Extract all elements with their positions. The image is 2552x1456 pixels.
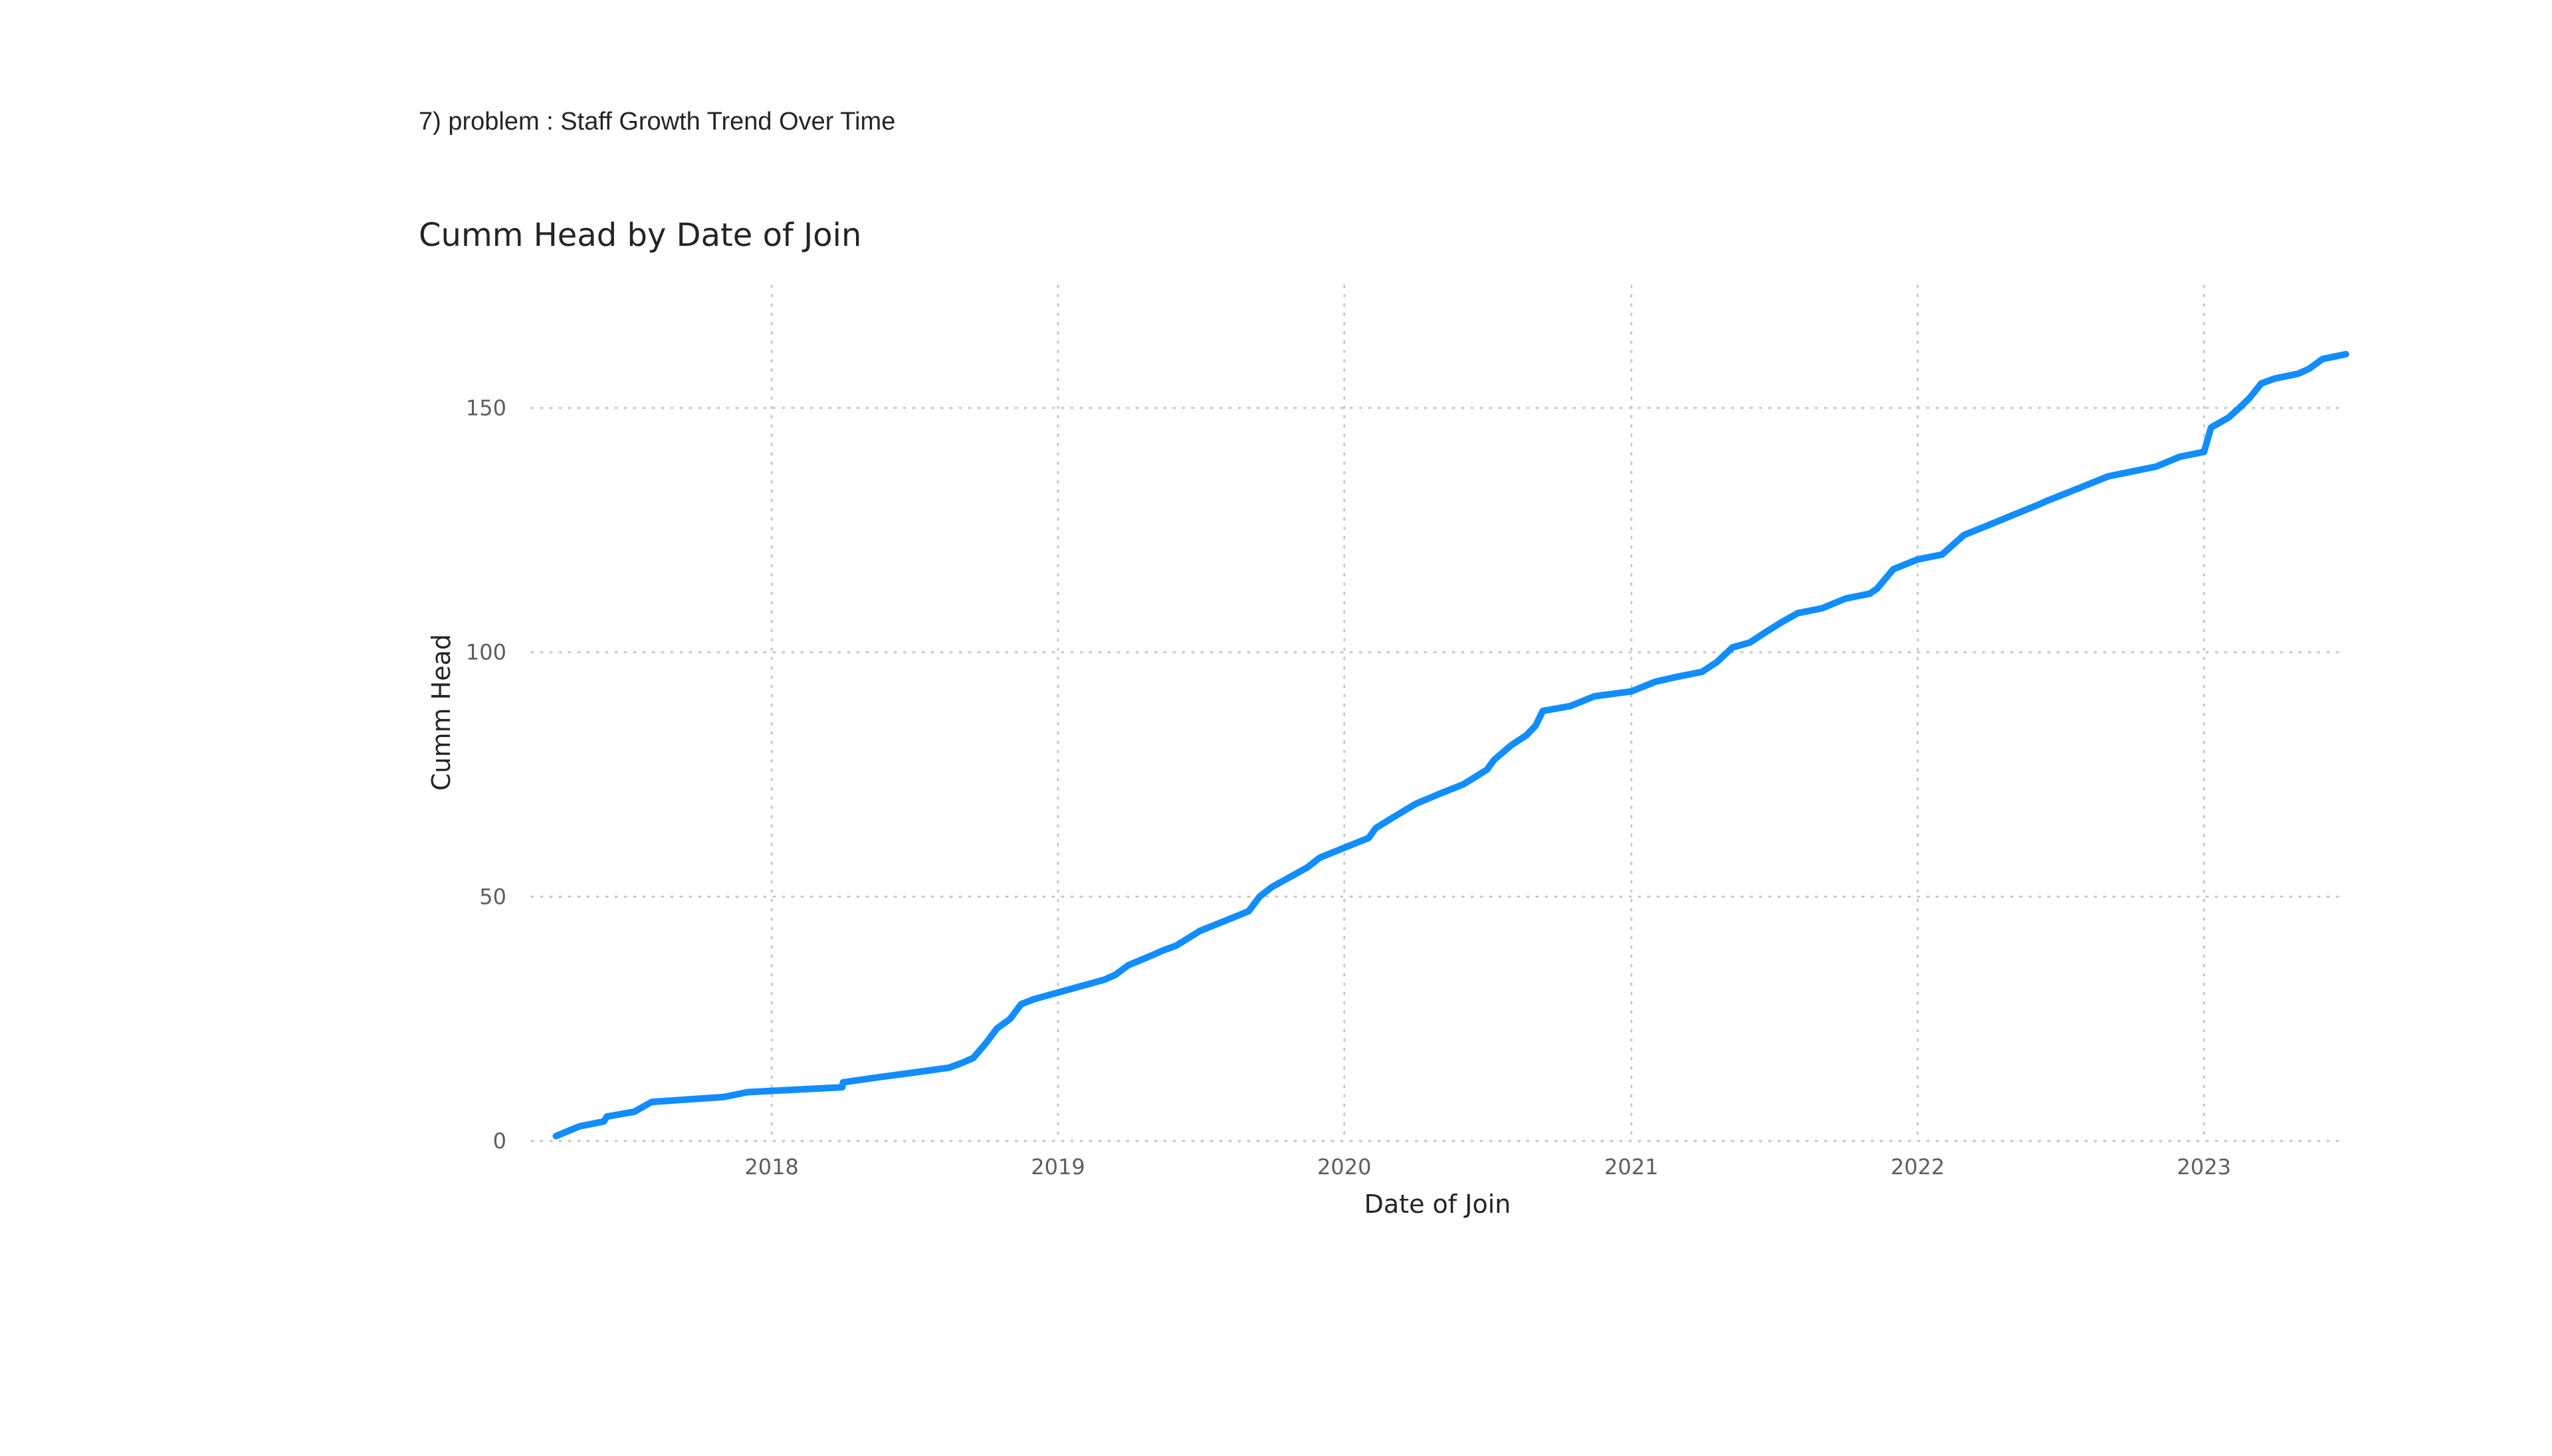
x-tick-label: 2019 xyxy=(1031,1154,1085,1180)
x-axis-title: Date of Join xyxy=(1364,1190,1511,1219)
grid-layer xyxy=(530,284,2347,1142)
x-tick-label: 2021 xyxy=(1604,1154,1658,1180)
x-tick-label: 2018 xyxy=(744,1154,798,1180)
series-layer xyxy=(552,351,2349,1140)
x-tick-label: 2023 xyxy=(2177,1154,2231,1180)
chart-title: Cumm Head by Date of Join xyxy=(419,217,862,254)
series-line-0 xyxy=(552,351,2349,1140)
x-tick-label: 2020 xyxy=(1317,1154,1371,1180)
problem-label: 7) problem : Staff Growth Trend Over Tim… xyxy=(419,108,896,136)
y-tick-label: 100 xyxy=(466,640,506,665)
y-tick-label: 0 xyxy=(493,1128,506,1154)
x-tick-label: 2022 xyxy=(1891,1154,1945,1180)
tick-layer: 0 50 100 150 2018 2019 2020 2021 2022 2023 xyxy=(466,395,2231,1180)
y-tick-label: 50 xyxy=(479,884,506,909)
y-axis-title: Cumm Head xyxy=(427,634,456,791)
y-tick-label: 150 xyxy=(466,395,506,421)
